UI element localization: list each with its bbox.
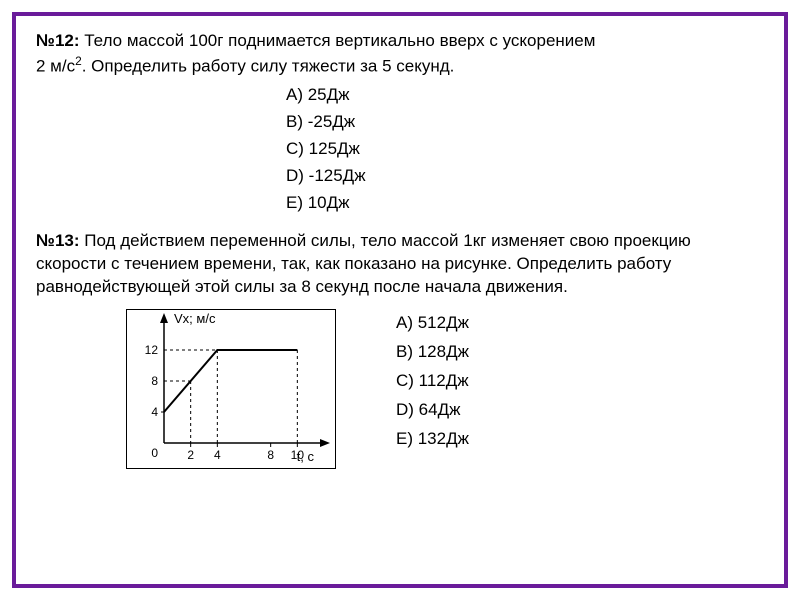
q1-answer-e: E) 10Дж xyxy=(286,189,764,216)
q2-answer-a: A) 512Дж xyxy=(396,309,469,338)
content-area: №12: Тело массой 100г поднимается вертик… xyxy=(16,16,784,490)
q1-text-1: Тело массой 100г поднимается вертикально… xyxy=(80,31,596,50)
q1-text-2: 2 м/с xyxy=(36,57,75,76)
q2-answer-e: E) 132Дж xyxy=(396,425,469,454)
question-2: №13: Под действием переменной силы, тело… xyxy=(36,230,764,299)
svg-text:4: 4 xyxy=(214,448,221,462)
svg-text:10: 10 xyxy=(291,448,305,462)
svg-text:8: 8 xyxy=(151,374,158,388)
q2-answer-b: B) 128Дж xyxy=(396,338,469,367)
svg-text:4: 4 xyxy=(151,405,158,419)
q1-text-3: . Определить работу силу тяжести за 5 се… xyxy=(82,57,455,76)
question-1: №12: Тело массой 100г поднимается вертик… xyxy=(36,30,764,79)
chart-svg: Vx; м/сt, с4812248100 xyxy=(126,309,336,469)
slide-frame: №12: Тело массой 100г поднимается вертик… xyxy=(12,12,788,588)
q2-answer-c: C) 112Дж xyxy=(396,367,469,396)
q1-answer-a: A) 25Дж xyxy=(286,81,764,108)
velocity-chart: Vx; м/сt, с4812248100 xyxy=(126,309,336,476)
svg-text:8: 8 xyxy=(267,448,274,462)
q1-answers: A) 25Дж B) -25Дж C) 125Дж D) -125Дж E) 1… xyxy=(286,81,764,217)
figure-row: Vx; м/сt, с4812248100 A) 512Дж B) 128Дж … xyxy=(36,305,764,476)
svg-text:12: 12 xyxy=(145,343,159,357)
q1-answer-b: B) -25Дж xyxy=(286,108,764,135)
svg-text:0: 0 xyxy=(151,446,158,460)
q2-answer-d: D) 64Дж xyxy=(396,396,469,425)
q1-answer-d: D) -125Дж xyxy=(286,162,764,189)
q2-answers: A) 512Дж B) 128Дж C) 112Дж D) 64Дж E) 13… xyxy=(396,309,469,453)
q1-answer-c: C) 125Дж xyxy=(286,135,764,162)
svg-text:Vx; м/с: Vx; м/с xyxy=(174,311,216,326)
q1-label: №12: xyxy=(36,31,80,50)
svg-text:2: 2 xyxy=(187,448,194,462)
q1-exp: 2 xyxy=(75,54,82,68)
q2-text: Под действием переменной силы, тело масс… xyxy=(36,231,691,296)
q2-label: №13: xyxy=(36,231,80,250)
